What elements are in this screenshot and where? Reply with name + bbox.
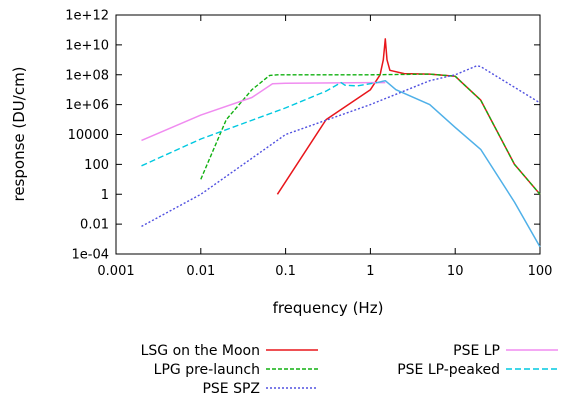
y-tick-label: 1e-04 [71,248,109,263]
x-tick-label: 0.001 [97,264,134,279]
legend-label: LPG pre-launch [154,362,260,378]
series-lines [141,38,541,248]
series-line [141,81,386,142]
series-line [276,38,541,195]
x-tick-label: 1 [366,264,374,279]
legend-label: LSG on the Moon [141,343,260,359]
y-tick-label: 1e+12 [65,9,109,24]
y-tick-label: 1e+08 [65,68,109,83]
y-tick-label: 0.01 [80,218,109,233]
x-tick-label: 100 [528,264,553,279]
legend-label: PSE SPZ [202,381,260,397]
y-axis-title: response (DU/cm) [10,66,28,201]
x-tick-label: 0.01 [186,264,215,279]
y-tick-label: 100 [84,158,109,173]
series-line [141,81,378,167]
y-tick-label: 1e+06 [65,98,109,113]
series-line [141,65,541,228]
y-tick-label: 1e+10 [65,38,109,53]
legend-label: PSE LP [453,343,500,359]
legend-label: PSE LP-peaked [397,362,500,378]
legend: LSG on the Moon LPG pre-launch PSE SPZ PSE … [141,343,558,397]
x-tick-label: 0.1 [275,264,296,279]
x-tick-label: 10 [447,264,464,279]
axis-ticks: 0.001 0.01 0.1 1 10 100 1e-04 0.01 1 100 10000 1e+0… [65,9,552,280]
series-line [376,79,541,248]
y-tick-label: 1 [101,188,109,203]
series-line [200,73,541,195]
x-axis-title: frequency (Hz) [273,299,384,317]
plot-frame [115,14,541,255]
y-tick-label: 10000 [68,128,109,143]
